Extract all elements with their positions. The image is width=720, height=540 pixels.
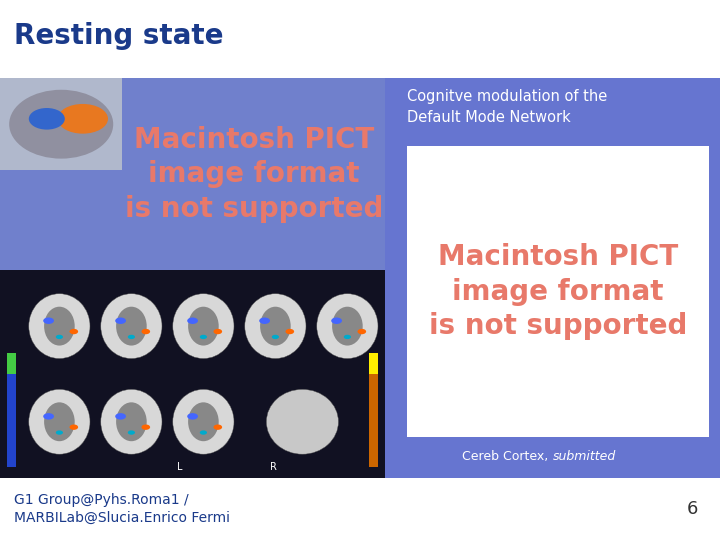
Text: Macintosh PICT
image format
is not supported: Macintosh PICT image format is not suppo… [125, 125, 383, 222]
Ellipse shape [332, 307, 363, 346]
Ellipse shape [58, 104, 108, 134]
Ellipse shape [116, 307, 147, 346]
Ellipse shape [317, 294, 378, 359]
Text: G1 Group@Pyhs.Roma1 /
MARBILab@Slucia.Enrico Fermi: G1 Group@Pyhs.Roma1 / MARBILab@Slucia.En… [14, 492, 230, 525]
Ellipse shape [43, 413, 54, 420]
Ellipse shape [44, 307, 75, 346]
Ellipse shape [101, 389, 162, 454]
Ellipse shape [331, 318, 342, 324]
Ellipse shape [271, 335, 279, 339]
Ellipse shape [44, 402, 75, 441]
Ellipse shape [128, 430, 135, 435]
Bar [0, 78, 122, 170]
Text: Cereb Cortex,: Cereb Cortex, [462, 450, 553, 463]
Ellipse shape [187, 318, 198, 324]
Ellipse shape [29, 294, 90, 359]
Ellipse shape [115, 318, 126, 324]
Ellipse shape [213, 329, 222, 334]
Text: Resting state: Resting state [14, 22, 224, 50]
Ellipse shape [285, 329, 294, 334]
Bar [7, 353, 16, 374]
Ellipse shape [29, 389, 90, 454]
Ellipse shape [199, 335, 207, 339]
Ellipse shape [188, 402, 219, 441]
Ellipse shape [101, 294, 162, 359]
Bar [7, 374, 16, 467]
Ellipse shape [188, 307, 219, 346]
Ellipse shape [29, 108, 65, 130]
Ellipse shape [142, 329, 150, 334]
Ellipse shape [357, 329, 366, 334]
Text: 6: 6 [687, 500, 698, 518]
Ellipse shape [199, 430, 207, 435]
Ellipse shape [187, 413, 198, 420]
Text: submitted: submitted [553, 450, 616, 463]
Text: Cognitve modulation of the
Default Mode Network: Cognitve modulation of the Default Mode … [407, 89, 607, 125]
Ellipse shape [116, 402, 147, 441]
Ellipse shape [128, 335, 135, 339]
Text: L: L [177, 462, 183, 472]
Ellipse shape [56, 335, 63, 339]
Bar [385, 78, 720, 478]
Ellipse shape [142, 424, 150, 430]
Ellipse shape [70, 424, 78, 430]
Ellipse shape [56, 430, 63, 435]
Ellipse shape [43, 318, 54, 324]
Ellipse shape [266, 389, 338, 454]
Text: Macintosh PICT
image format
is not supported: Macintosh PICT image format is not suppo… [429, 243, 687, 340]
Ellipse shape [260, 307, 291, 346]
Text: R: R [270, 462, 277, 472]
Ellipse shape [173, 294, 234, 359]
Ellipse shape [245, 294, 306, 359]
Bar [369, 353, 378, 374]
Bar [0, 270, 385, 478]
Bar [0, 78, 385, 478]
Ellipse shape [70, 329, 78, 334]
Ellipse shape [115, 413, 126, 420]
Bar [369, 374, 378, 467]
Ellipse shape [344, 335, 351, 339]
Ellipse shape [9, 90, 113, 159]
Ellipse shape [173, 389, 234, 454]
Ellipse shape [213, 424, 222, 430]
Ellipse shape [259, 318, 270, 324]
Bar [407, 146, 709, 437]
